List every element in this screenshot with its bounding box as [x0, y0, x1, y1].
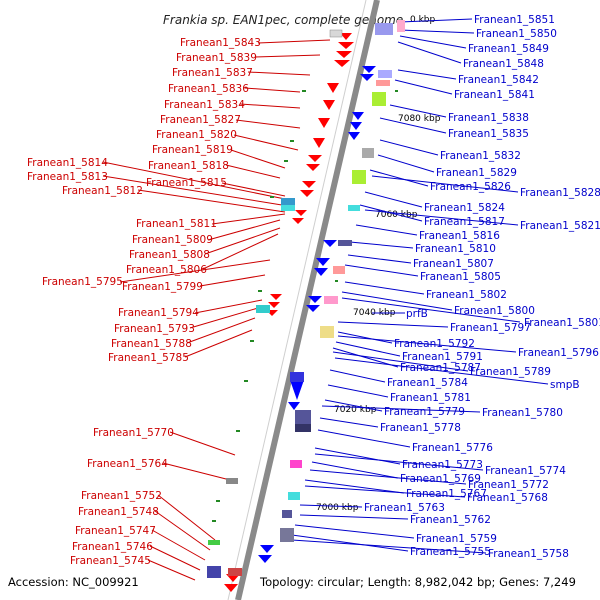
gene-label: Franean1_5763	[364, 502, 445, 514]
gene-label: Franean1_5850	[476, 28, 557, 40]
kbp-label: 7000 kbp	[316, 503, 359, 513]
gene-label: Franean1_5848	[463, 58, 544, 70]
gene-label: Franean1_5809	[132, 234, 213, 246]
gene-label: Franean1_5842	[458, 74, 539, 86]
gene-label: Franean1_5746	[72, 541, 153, 553]
gene-label: Franean1_5824	[424, 202, 505, 214]
gene-label: Franean1_5747	[75, 525, 156, 537]
gene-label: Franean1_5781	[390, 392, 471, 404]
gene-label: Franean1_5778	[380, 422, 461, 434]
gene-label: Franean1_5829	[436, 167, 517, 179]
gene-label: Franean1_5780	[482, 407, 563, 419]
gene-label: Franean1_5837	[172, 67, 253, 79]
gene-label: Franean1_5755	[410, 546, 491, 558]
gene-label: Franean1_5768	[467, 492, 548, 504]
gene-label: Franean1_5764	[87, 458, 168, 470]
gene-label: Franean1_5795	[42, 276, 123, 288]
inner-guide-line	[227, 0, 367, 600]
gene-label: Franean1_5772	[468, 479, 549, 491]
forward-strand-genes	[207, 29, 354, 592]
gene-markers	[212, 90, 398, 522]
kbp-label: 7020 kbp	[334, 405, 377, 415]
reverse-strand-genes	[258, 20, 405, 563]
accession-text: Accession: NC_009921	[8, 575, 139, 589]
gene-label: Franean1_5784	[387, 377, 468, 389]
genome-backbone	[235, 0, 380, 600]
kbp-label: 7060 kbp	[375, 210, 418, 220]
gene-label: Franean1_5752	[81, 490, 162, 502]
gene-label: Franean1_5805	[420, 271, 501, 283]
gene-label: Franean1_5759	[416, 533, 497, 545]
gene-label: Franean1_5800	[454, 305, 535, 317]
gene-label: Franean1_5849	[468, 43, 549, 55]
gene-label: Franean1_5810	[415, 243, 496, 255]
gene-label: Franean1_5827	[160, 114, 241, 126]
map-title: Frankia sp. EAN1pec, complete genome	[163, 13, 403, 27]
gene-label: Franean1_5835	[448, 128, 529, 140]
gene-label: Franean1_5828	[520, 187, 600, 199]
gene-label: Franean1_5769	[400, 473, 481, 485]
gene-label: Franean1_5767	[406, 488, 487, 500]
gene-label: Franean1_5745	[70, 555, 151, 567]
kbp-label: 0 kbp	[410, 15, 436, 25]
gene-label: Franean1_5834	[164, 99, 245, 111]
gene-label: Franean1_5797	[450, 322, 531, 334]
gene-label: Franean1_5801	[524, 317, 600, 329]
gene-label: Franean1_5819	[152, 144, 233, 156]
gene-label: Franean1_5820	[156, 129, 237, 141]
gene-label: Franean1_5836	[168, 83, 249, 95]
gene-label: Franean1_5779	[384, 406, 465, 418]
gene-label: Franean1_5851	[474, 14, 555, 26]
topology-text: Topology: circular; Length: 8,982,042 bp…	[259, 575, 576, 589]
gene-label: Franean1_5839	[176, 52, 257, 64]
gene-label: Franean1_5807	[413, 258, 494, 270]
gene-label: Franean1_5762	[410, 514, 491, 526]
gene-label: Franean1_5815	[146, 177, 227, 189]
gene-label: Franean1_5843	[180, 37, 261, 49]
gene-label: Franean1_5826	[430, 181, 511, 193]
gene-label: Franean1_5799	[122, 281, 203, 293]
gene-label: Franean1_5770	[93, 427, 174, 439]
kbp-label: 7080 kbp	[398, 114, 441, 124]
gene-label: Franean1_5789	[470, 366, 551, 378]
gene-label: Franean1_5814	[27, 157, 108, 169]
gene-label: prfB	[406, 308, 428, 320]
gene-label: Franean1_5796	[518, 347, 599, 359]
gene-label: Franean1_5818	[148, 160, 229, 172]
gene-label: Franean1_5832	[440, 150, 521, 162]
gene-label: Franean1_5811	[136, 218, 217, 230]
gene-label: Franean1_5802	[426, 289, 507, 301]
gene-label: Franean1_5748	[78, 506, 159, 518]
gene-label: Franean1_5808	[129, 249, 210, 261]
gene-label: Franean1_5793	[114, 323, 195, 335]
gene-label: Franean1_5792	[394, 338, 475, 350]
left-leader-lines	[102, 39, 331, 581]
left-gene-labels: Franean1_5843 Franean1_5839 Franean1_583…	[27, 37, 261, 567]
gene-label: Franean1_5813	[27, 171, 108, 183]
gene-label: Franean1_5788	[111, 338, 192, 350]
gene-label: Franean1_5816	[419, 230, 500, 242]
gene-label: Franean1_5841	[454, 89, 535, 101]
right-leader-lines	[291, 18, 549, 554]
gene-label: Franean1_5791	[402, 351, 483, 363]
gene-label: smpB	[550, 379, 580, 391]
gene-label: Franean1_5838	[448, 112, 529, 124]
gene-label: Franean1_5817	[424, 216, 505, 228]
gene-label: Franean1_5774	[485, 465, 566, 477]
gene-label: Franean1_5785	[108, 352, 189, 364]
right-gene-labels: Franean1_5851 Franean1_5850 Franean1_584…	[364, 14, 600, 560]
gene-label: Franean1_5776	[412, 442, 493, 454]
gene-label: Franean1_5787	[400, 362, 481, 374]
gene-label: Franean1_5806	[126, 264, 207, 276]
gene-label: Franean1_5794	[118, 307, 199, 319]
gene-label: Franean1_5758	[488, 548, 569, 560]
gene-label: Franean1_5812	[62, 185, 143, 197]
gene-label: Franean1_5821	[520, 220, 600, 232]
gene-label: Franean1_5773	[402, 459, 483, 471]
